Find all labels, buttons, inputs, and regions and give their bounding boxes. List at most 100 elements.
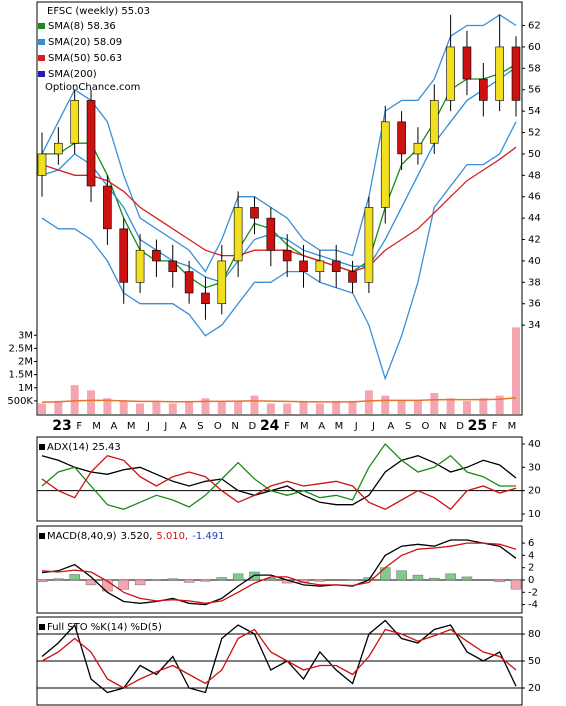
x-tick-label: M — [300, 421, 309, 432]
volume-bar — [250, 395, 259, 414]
y-tick-label: 56 — [528, 85, 541, 96]
x-tick-label: 25 — [468, 418, 487, 434]
y-tick-label: 34 — [528, 320, 541, 331]
x-tick-label: O — [422, 421, 430, 432]
panel-title-text: ADX(14) 25.43 — [47, 442, 121, 453]
histogram-bar — [396, 570, 407, 581]
volume-bar — [70, 385, 79, 414]
candle-body — [86, 100, 96, 187]
x-tick-label: J — [371, 421, 375, 432]
watermark: OptionChance.com — [45, 82, 140, 93]
y-tick-label: 30 — [528, 462, 541, 473]
candle-body — [282, 249, 292, 262]
legend-label: SMA(20) 58.09 — [48, 37, 122, 48]
legend-swatch — [39, 444, 45, 450]
volume-bar — [266, 403, 275, 414]
histogram-bar — [167, 578, 178, 581]
y-tick-label: 46 — [528, 192, 541, 203]
volume-bar — [413, 400, 422, 414]
indicator-line — [41, 442, 516, 510]
legend-label: SMA(200) — [48, 69, 97, 80]
volume-tick-label: 3M — [18, 330, 33, 341]
candle-body — [511, 46, 521, 101]
upper-band — [41, 14, 517, 273]
histogram-bar — [380, 567, 391, 581]
y-tick-label: 44 — [528, 213, 541, 224]
x-tick-label: M — [508, 421, 517, 432]
y-tick-label: 36 — [528, 299, 541, 310]
x-tick-label: 23 — [52, 418, 71, 434]
histogram-bar — [249, 571, 260, 581]
legend-value: 5.010, — [156, 531, 188, 542]
histogram-bar — [461, 576, 473, 581]
y-tick-label: 42 — [528, 235, 541, 246]
candle-body — [462, 46, 472, 80]
candle-body — [168, 260, 178, 272]
candle-body — [446, 46, 455, 101]
volume-bar — [103, 398, 112, 414]
volume-bar — [364, 390, 373, 414]
indicator-line — [41, 628, 517, 689]
candle-body — [397, 121, 406, 155]
x-tick-label: A — [111, 421, 118, 432]
y-tick-label: 58 — [528, 63, 541, 74]
y-tick-label: 62 — [528, 21, 541, 32]
y-tick-label: 38 — [528, 277, 541, 288]
y-tick-label: -4 — [528, 600, 538, 611]
panel-title-text: MACD(8,40,9) — [47, 531, 117, 542]
candle-body — [250, 207, 259, 219]
volume-tick-label: 2M — [18, 357, 33, 368]
y-tick-label: 48 — [528, 170, 541, 181]
histogram-bar — [445, 573, 456, 581]
volume-bar — [315, 403, 324, 414]
x-tick-label: N — [439, 421, 446, 432]
histogram-bar — [494, 579, 505, 583]
candle-body — [135, 249, 145, 283]
indicator-line — [41, 542, 517, 604]
x-tick-label: D — [456, 421, 464, 432]
legend-swatch — [38, 55, 45, 61]
y-tick-label: 50 — [528, 149, 541, 160]
legend-value: 3.520, — [121, 531, 153, 542]
x-tick-label: F — [76, 421, 82, 432]
moving-average — [41, 146, 517, 273]
y-tick-label: -2 — [528, 587, 538, 598]
legend-value: -1.491 — [192, 531, 224, 542]
y-tick-label: 40 — [528, 439, 541, 450]
volume-bar — [397, 400, 406, 414]
volume-bar — [283, 403, 292, 414]
legend-swatch — [39, 624, 45, 630]
y-tick-label: 6 — [528, 538, 534, 549]
histogram-bar — [183, 579, 195, 583]
volume-bar — [462, 400, 471, 414]
candle-body — [364, 207, 374, 283]
x-tick-label: M — [92, 421, 101, 432]
panel-title: ADX(14) 25.43 — [47, 442, 121, 453]
legend-swatch — [39, 533, 45, 539]
candle-body — [37, 153, 47, 176]
x-tick-label: F — [284, 421, 290, 432]
x-tick-label: M — [335, 421, 344, 432]
volume-bar — [185, 400, 194, 414]
volume-bar — [479, 398, 488, 414]
histogram-bar — [102, 579, 113, 592]
y-tick-label: 80 — [528, 629, 541, 640]
histogram-bar — [216, 577, 227, 581]
legend-label: SMA(8) 58.36 — [48, 21, 116, 32]
candle-body — [479, 78, 488, 101]
candle-body — [54, 142, 63, 155]
histogram-bar — [200, 579, 211, 582]
candle-body — [217, 260, 227, 305]
candle-body — [429, 100, 439, 144]
volume-average — [41, 396, 517, 403]
x-tick-label: J — [354, 421, 358, 432]
volume-bar — [299, 400, 308, 414]
candle-body — [201, 292, 210, 305]
x-tick-label: 24 — [260, 418, 280, 434]
histogram-bar — [314, 579, 326, 582]
histogram-bar — [134, 579, 146, 586]
volume-tick-label: 2.5M — [8, 343, 33, 354]
y-tick-label: 0 — [528, 575, 534, 586]
panel-title: Full STO %K(14) %D(5) — [47, 622, 162, 633]
x-tick-label: J — [163, 421, 167, 432]
